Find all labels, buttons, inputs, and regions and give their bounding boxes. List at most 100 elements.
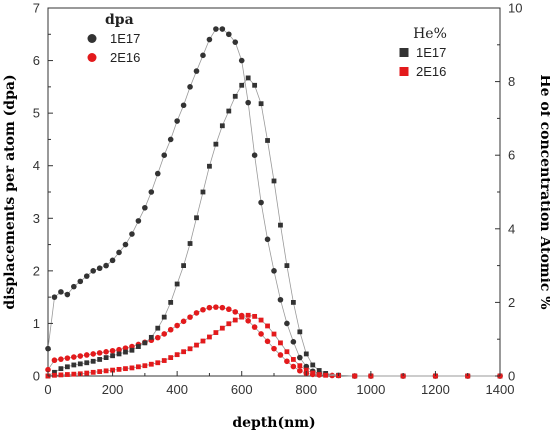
data-point xyxy=(245,99,251,106)
data-point xyxy=(213,26,219,32)
data-point xyxy=(77,278,84,285)
y-right-tick-label: 0 xyxy=(508,369,515,384)
data-point xyxy=(83,352,90,358)
data-point xyxy=(129,347,135,353)
series-line xyxy=(47,77,500,377)
data-point xyxy=(174,322,180,329)
legend-label: 2E16 xyxy=(416,64,446,79)
data-point xyxy=(265,138,270,143)
data-point xyxy=(84,360,90,366)
data-point xyxy=(96,350,103,356)
data-point xyxy=(110,367,115,373)
data-point xyxy=(167,136,174,143)
data-point xyxy=(109,257,116,264)
data-point xyxy=(96,265,103,272)
data-point xyxy=(271,345,277,352)
legend-label: 1E17 xyxy=(416,45,446,60)
data-point xyxy=(219,325,225,331)
data-point xyxy=(194,342,199,348)
data-point xyxy=(226,321,232,327)
data-point xyxy=(323,372,329,378)
data-point xyxy=(64,372,70,377)
data-point xyxy=(297,354,303,361)
data-point xyxy=(90,358,96,364)
data-point xyxy=(58,356,64,362)
y-right-tick-label: 6 xyxy=(508,148,515,163)
data-point xyxy=(71,371,77,377)
data-point xyxy=(64,291,71,298)
y-left-tick-label: 3 xyxy=(33,211,40,226)
data-point xyxy=(161,358,167,363)
data-point xyxy=(264,236,271,243)
data-point xyxy=(142,363,148,369)
data-point xyxy=(136,344,141,349)
series-line xyxy=(47,314,500,377)
data-point xyxy=(154,170,161,177)
data-point xyxy=(277,352,284,358)
data-point xyxy=(116,346,122,353)
data-point xyxy=(284,263,290,268)
data-point xyxy=(109,347,116,354)
data-point xyxy=(123,349,128,355)
data-point xyxy=(155,360,161,366)
data-point xyxy=(232,39,239,45)
data-point xyxy=(52,369,57,375)
data-point xyxy=(116,351,122,357)
data-point xyxy=(219,304,226,311)
data-point xyxy=(136,364,141,370)
data-point xyxy=(148,334,154,340)
data-point xyxy=(161,331,168,337)
data-point xyxy=(277,296,284,303)
data-point xyxy=(129,231,135,237)
data-point xyxy=(116,249,122,256)
data-point xyxy=(90,369,96,375)
data-point xyxy=(251,152,258,158)
x-tick-label: 0 xyxy=(44,382,51,397)
data-point xyxy=(245,318,251,324)
legend-title: dpa xyxy=(105,12,134,28)
x-tick-label: 600 xyxy=(231,382,253,397)
data-point xyxy=(258,317,264,323)
data-point xyxy=(232,93,238,99)
data-point xyxy=(90,351,96,357)
data-point xyxy=(71,283,77,290)
data-point xyxy=(174,281,180,287)
data-point xyxy=(187,314,193,320)
data-point xyxy=(187,241,193,246)
y-right-tick-label: 4 xyxy=(508,221,515,236)
data-point xyxy=(200,52,206,59)
data-point xyxy=(316,372,322,377)
data-point xyxy=(213,141,219,147)
data-point xyxy=(155,325,161,331)
data-point xyxy=(258,101,264,107)
data-point xyxy=(58,372,64,378)
data-point xyxy=(206,304,213,311)
data-point xyxy=(181,263,186,268)
data-point xyxy=(161,152,168,158)
data-point xyxy=(200,189,206,195)
y-left-tick-label: 1 xyxy=(33,316,40,331)
data-point xyxy=(148,361,154,367)
data-point xyxy=(180,102,187,109)
data-point xyxy=(226,306,232,313)
data-point xyxy=(316,368,322,373)
data-point xyxy=(284,358,290,365)
data-point xyxy=(264,338,271,345)
y-left-tick-label: 6 xyxy=(33,53,40,68)
data-point xyxy=(103,349,109,355)
data-point xyxy=(290,300,296,305)
y-left-tick-label: 0 xyxy=(33,369,40,384)
series-line xyxy=(47,28,500,377)
data-point xyxy=(103,262,109,269)
data-point xyxy=(83,273,90,279)
data-point xyxy=(167,326,174,333)
data-point xyxy=(297,363,303,369)
data-point xyxy=(64,364,70,370)
data-point xyxy=(194,215,199,221)
series-hepct-1e17 xyxy=(45,75,503,379)
y-right-tick-label: 10 xyxy=(508,1,522,16)
data-point xyxy=(168,355,174,360)
data-point xyxy=(97,357,103,362)
data-point xyxy=(232,309,239,315)
